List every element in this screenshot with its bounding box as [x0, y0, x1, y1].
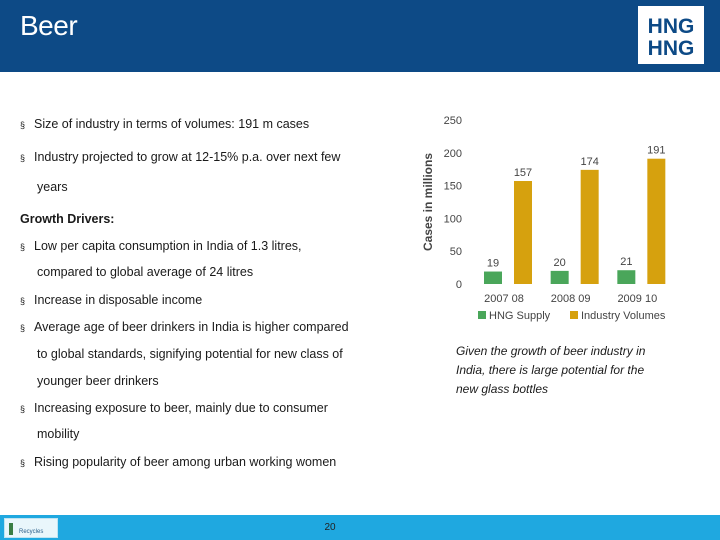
driver-exposure: § Increasing exposure to beer, mainly due…	[20, 401, 328, 415]
bar-hng-supply	[617, 270, 636, 284]
y-tick-label: 150	[444, 181, 462, 193]
hng-logo-icon: HNG HNG	[638, 6, 704, 64]
svg-text:Recycles: Recycles	[19, 529, 43, 535]
bar-industry-volumes	[580, 169, 599, 284]
y-axis-title: Cases in millions	[421, 153, 435, 251]
y-tick-label: 250	[444, 115, 462, 127]
growth-drivers-heading: Growth Drivers:	[20, 212, 115, 226]
driver-average-age: § Average age of beer drinkers in India i…	[20, 320, 349, 334]
driver-average-age-cont2: younger beer drinkers	[37, 374, 159, 388]
page-number: 20	[324, 522, 336, 533]
x-tick-label: 2008 09	[551, 293, 591, 305]
data-label: 21	[620, 256, 632, 268]
bar-industry-volumes	[647, 158, 666, 284]
legend-swatch	[478, 311, 486, 319]
data-label: 174	[580, 156, 598, 168]
bar-industry-volumes	[514, 181, 532, 284]
driver-per-capita-cont: compared to global average of 24 litres	[37, 265, 254, 279]
chart-caption: Given the growth of beer industry in Ind…	[456, 344, 646, 396]
y-tick-label: 0	[456, 279, 462, 291]
data-label: 20	[554, 257, 566, 269]
data-label: 191	[647, 145, 665, 157]
data-label: 19	[487, 258, 499, 270]
driver-disposable-income: § Increase in disposable income	[20, 293, 203, 307]
y-tick-label: 100	[444, 213, 462, 225]
recycle-logo-icon: Recycles	[4, 518, 58, 538]
bar-hng-supply	[550, 270, 569, 284]
x-tick-label: 2009 10	[617, 293, 657, 305]
legend-swatch	[570, 311, 578, 319]
legend-label: Industry Volumes	[581, 310, 666, 322]
x-tick-label: 2007 08	[484, 293, 524, 305]
slide-title: Beer	[20, 10, 78, 41]
y-tick-label: 50	[450, 246, 462, 258]
bullet-growth-projection: § Industry projected to grow at 12-15% p.…	[20, 150, 341, 164]
bullet-industry-size: § Size of industry in terms of volumes: 1…	[20, 117, 310, 131]
driver-per-capita: § Low per capita consumption in India of …	[20, 239, 302, 253]
legend-label: HNG Supply	[489, 310, 551, 322]
bar-hng-supply	[484, 271, 502, 284]
svg-text:HNG: HNG	[648, 15, 695, 38]
bullet-growth-projection-cont: years	[37, 180, 68, 194]
driver-working-women: § Rising popularity of beer among urban w…	[20, 455, 337, 469]
driver-average-age-cont1: to global standards, signifying potentia…	[37, 347, 343, 361]
footer-bar	[0, 515, 720, 540]
svg-text:HNG: HNG	[648, 37, 695, 60]
beer-volume-chart: Cases in millions 0 50 100 150 200 250 19 157 200…	[421, 115, 666, 322]
title-bar: Beer HNG HNG	[0, 0, 720, 72]
data-label: 157	[514, 167, 532, 179]
driver-exposure-cont: mobility	[37, 427, 80, 441]
y-tick-label: 200	[444, 148, 462, 160]
